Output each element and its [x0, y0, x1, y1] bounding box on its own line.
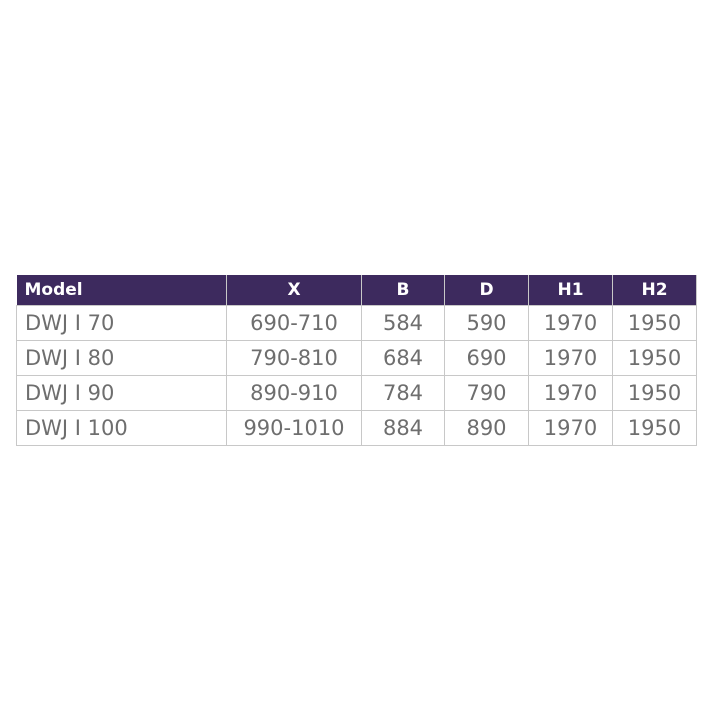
cell-model: DWJ I 80: [16, 340, 227, 376]
cell-x: 990-1010: [226, 410, 362, 446]
cell-d: 690: [444, 340, 529, 376]
cell-h1: 1970: [528, 305, 613, 341]
table-row: DWJ I 100 990-1010 884 890 1970 1950: [16, 410, 697, 446]
cell-b: 884: [361, 410, 445, 446]
cell-model: DWJ I 90: [16, 375, 227, 411]
cell-h2: 1950: [612, 375, 697, 411]
cell-x: 690-710: [226, 305, 362, 341]
cell-h2: 1950: [612, 340, 697, 376]
cell-x: 890-910: [226, 375, 362, 411]
table-row: DWJ I 70 690-710 584 590 1970 1950: [16, 305, 697, 341]
column-header-d: D: [444, 275, 529, 306]
table-row: DWJ I 80 790-810 684 690 1970 1950: [16, 340, 697, 376]
cell-model: DWJ I 70: [16, 305, 227, 341]
cell-h1: 1970: [528, 340, 613, 376]
cell-d: 890: [444, 410, 529, 446]
cell-d: 790: [444, 375, 529, 411]
header-row: Model X B D H1 H2: [16, 275, 697, 306]
column-header-h1: H1: [528, 275, 613, 306]
column-header-x: X: [226, 275, 362, 306]
dimensions-table: Model X B D H1 H2 DWJ I 70 690-710 584 590 1970 19…: [16, 275, 697, 446]
table-row: DWJ I 90 890-910 784 790 1970 1950: [16, 375, 697, 411]
column-header-h2: H2: [612, 275, 697, 306]
cell-b: 584: [361, 305, 445, 341]
cell-h1: 1970: [528, 410, 613, 446]
cell-h1: 1970: [528, 375, 613, 411]
cell-h2: 1950: [612, 410, 697, 446]
column-header-b: B: [361, 275, 445, 306]
column-header-model: Model: [16, 275, 227, 306]
cell-b: 684: [361, 340, 445, 376]
cell-d: 590: [444, 305, 529, 341]
cell-h2: 1950: [612, 305, 697, 341]
cell-b: 784: [361, 375, 445, 411]
cell-model: DWJ I 100: [16, 410, 227, 446]
cell-x: 790-810: [226, 340, 362, 376]
